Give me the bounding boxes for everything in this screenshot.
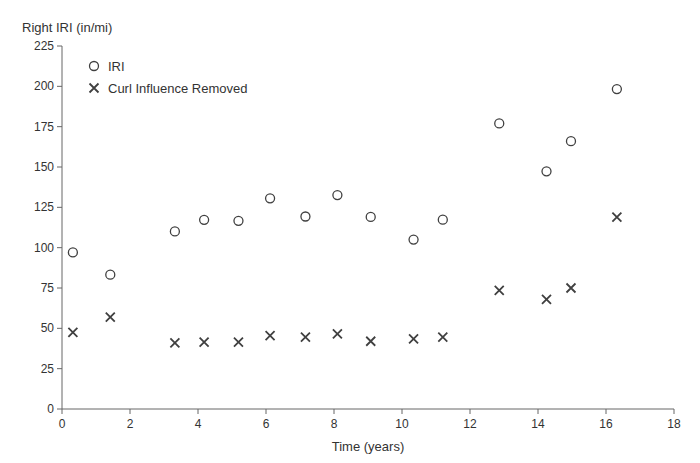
y-tick-label: 50 [41, 321, 55, 335]
point [170, 338, 179, 347]
x-tick [538, 409, 539, 414]
x-tick-label: 2 [127, 417, 134, 431]
point [170, 227, 179, 236]
series [68, 85, 621, 280]
point [495, 286, 504, 295]
y-tick [57, 46, 62, 47]
x-tick-label: 6 [263, 417, 270, 431]
point [566, 284, 575, 293]
y-tick-label: 225 [34, 39, 54, 53]
point [366, 212, 375, 221]
legend-label: Curl Influence Removed [108, 81, 247, 96]
point [566, 137, 575, 146]
x-tick [334, 409, 335, 414]
y-tick-label: 150 [34, 160, 54, 174]
x-tick-label: 14 [531, 417, 545, 431]
y-tick-label: 200 [34, 79, 54, 93]
plot-area [68, 85, 621, 348]
y-tick [57, 207, 62, 208]
point [106, 313, 115, 322]
point [333, 329, 342, 338]
point [612, 85, 621, 94]
x-tick [402, 409, 403, 414]
axes: 0 2 4 6 8 10 12 14 16 18 0 25 50 75 100 125 150 175 200 225 [34, 39, 681, 431]
x-axis-line [62, 409, 674, 410]
x-tick [198, 409, 199, 414]
y-tick [57, 368, 62, 369]
point [266, 331, 275, 340]
y-tick-label: 175 [34, 120, 54, 134]
point [106, 270, 115, 279]
point [438, 215, 447, 224]
point [68, 328, 77, 337]
point [333, 191, 342, 200]
point [234, 216, 243, 225]
point [438, 333, 447, 342]
legend: IRI Curl Influence Removed [90, 59, 248, 96]
x-tick-label: 4 [195, 417, 202, 431]
point [495, 119, 504, 128]
point [301, 212, 310, 221]
y-axis-line [62, 46, 63, 409]
point [234, 338, 243, 347]
x-tick-label: 18 [667, 417, 681, 431]
x-tick [130, 409, 131, 414]
chart-svg: 0 2 4 6 8 10 12 14 16 18 0 25 50 75 100 125 150 175 200 225… [0, 0, 700, 463]
legend-label: IRI [108, 59, 125, 74]
point [200, 215, 209, 224]
series [68, 213, 621, 348]
point [409, 235, 418, 244]
x-tick [266, 409, 267, 414]
y-tick-label: 0 [47, 402, 54, 416]
x-axis-label: Time (years) [332, 439, 404, 454]
y-tick-label: 25 [41, 362, 55, 376]
legend-symbol [90, 84, 99, 93]
x-tick-label: 8 [331, 417, 338, 431]
y-tick [57, 247, 62, 248]
y-tick [57, 288, 62, 289]
y-tick-label: 75 [41, 281, 55, 295]
point [366, 337, 375, 346]
x-tick [470, 409, 471, 414]
y-tick-label: 100 [34, 241, 54, 255]
y-tick [57, 328, 62, 329]
y-tick-label: 125 [34, 200, 54, 214]
point [409, 334, 418, 343]
point [612, 213, 621, 222]
point [68, 248, 77, 257]
x-tick-label: 0 [59, 417, 66, 431]
x-tick [62, 409, 63, 414]
chart-container: 0 2 4 6 8 10 12 14 16 18 0 25 50 75 100 125 150 175 200 225… [0, 0, 700, 463]
y-tick [57, 409, 62, 410]
x-tick-label: 16 [599, 417, 613, 431]
point [542, 167, 551, 176]
x-tick-label: 10 [395, 417, 409, 431]
x-tick-label: 12 [463, 417, 477, 431]
legend-symbol [90, 62, 99, 71]
y-axis-label: Right IRI (in/mi) [22, 20, 112, 35]
point [266, 194, 275, 203]
y-tick [57, 126, 62, 127]
point [542, 295, 551, 304]
y-tick [57, 167, 62, 168]
point [200, 338, 209, 347]
point [301, 333, 310, 342]
page: {"chart_data": {"type": "scatter", "x_la… [0, 0, 700, 463]
y-tick [57, 86, 62, 87]
x-tick [674, 409, 675, 414]
x-tick [606, 409, 607, 414]
